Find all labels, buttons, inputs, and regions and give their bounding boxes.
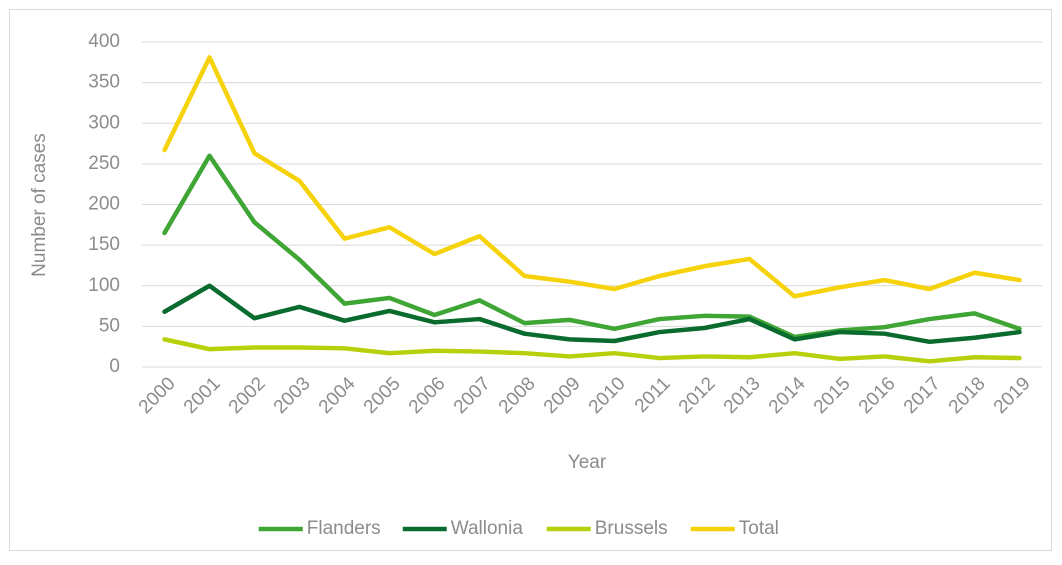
line-series: [162, 153, 1022, 340]
y-tick-label: 100: [88, 275, 120, 296]
y-tick-label: 150: [88, 234, 120, 255]
y-tick-label: 50: [99, 315, 120, 336]
y-tick-label: 200: [88, 194, 120, 215]
line-series: [162, 55, 1022, 299]
y-tick-label: 350: [88, 72, 120, 93]
legend-label: Flanders: [307, 518, 381, 539]
line-series: [162, 283, 1022, 345]
y-tick-label: 0: [109, 356, 120, 377]
y-axis-title: Number of cases: [29, 133, 50, 277]
y-tick-label: 400: [88, 31, 120, 52]
y-tick-label: 300: [88, 112, 120, 133]
legend-label: Total: [739, 518, 779, 539]
legend-label: Wallonia: [451, 518, 524, 539]
y-tick-label: 250: [88, 153, 120, 174]
x-axis-title: Year: [568, 452, 607, 473]
line-series: [162, 337, 1022, 364]
legend-label: Brussels: [595, 518, 668, 539]
